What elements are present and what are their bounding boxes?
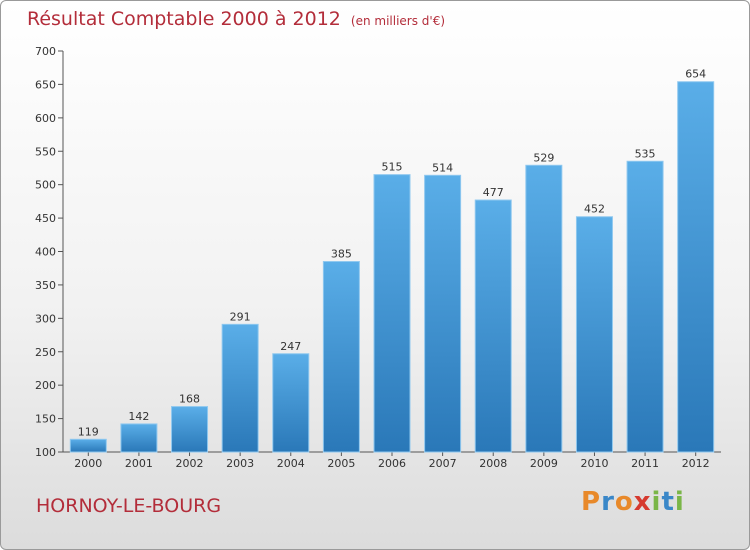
logo-letter: P <box>581 487 602 517</box>
bar-2004 <box>272 353 310 453</box>
data-label-2012: 654 <box>685 68 706 81</box>
bar-2008 <box>474 199 512 453</box>
x-tick-label-2011: 2011 <box>631 457 659 470</box>
data-label-2006: 515 <box>382 161 403 174</box>
bar-2006 <box>373 174 411 453</box>
x-tick-label-2002: 2002 <box>176 457 204 470</box>
x-tick-label-2007: 2007 <box>429 457 457 470</box>
data-label-2011: 535 <box>635 147 656 160</box>
y-tick-label: 400 <box>35 246 56 259</box>
logo-letter: r <box>601 487 615 517</box>
y-tick-label: 700 <box>35 45 56 58</box>
x-tick-label-2005: 2005 <box>327 457 355 470</box>
logo-letter: o <box>614 487 634 517</box>
x-tick-label-2000: 2000 <box>74 457 102 470</box>
bar-2011 <box>626 160 664 453</box>
bar-2005 <box>322 261 360 453</box>
bar-2012 <box>677 81 715 453</box>
x-tick-label-2001: 2001 <box>125 457 153 470</box>
location-name: HORNOY-LE-BOURG <box>36 495 222 517</box>
data-label-2009: 529 <box>533 151 554 164</box>
y-tick-label: 200 <box>35 379 56 392</box>
x-tick-label-2010: 2010 <box>580 457 608 470</box>
bar-2010 <box>575 216 613 453</box>
logo-letter: i <box>651 487 662 517</box>
y-tick-label: 550 <box>35 145 56 158</box>
data-label-2010: 452 <box>584 203 605 216</box>
data-label-2008: 477 <box>483 186 504 199</box>
bar-2002 <box>171 406 209 453</box>
bar-2003 <box>221 323 259 453</box>
data-label-2000: 119 <box>78 425 99 438</box>
x-tick-label-2012: 2012 <box>682 457 710 470</box>
chart-title-block: Résultat Comptable 2000 à 2012 (en millie… <box>27 8 445 30</box>
logo-letter: t <box>661 487 675 517</box>
y-tick-label: 500 <box>35 179 56 192</box>
y-tick-label: 350 <box>35 279 56 292</box>
data-label-2005: 385 <box>331 248 352 261</box>
y-tick-label: 100 <box>35 446 56 459</box>
bar-2001 <box>120 423 158 453</box>
x-tick-label-2009: 2009 <box>530 457 558 470</box>
y-tick-label: 650 <box>35 78 56 91</box>
y-tick-label: 300 <box>35 312 56 325</box>
proxiti-logo: Proxiti <box>581 487 685 517</box>
logo-letter: i <box>674 487 685 517</box>
chart-title: Résultat Comptable 2000 à 2012 <box>27 8 341 30</box>
y-tick-label: 600 <box>35 112 56 125</box>
x-tick-label-2008: 2008 <box>479 457 507 470</box>
bar-2007 <box>424 174 462 453</box>
y-tick-label: 250 <box>35 346 56 359</box>
bar-2009 <box>525 164 563 453</box>
data-label-2004: 247 <box>280 340 301 353</box>
y-tick-label: 150 <box>35 413 56 426</box>
bar-2000 <box>69 438 107 453</box>
data-label-2001: 142 <box>128 410 149 423</box>
data-label-2002: 168 <box>179 393 200 406</box>
y-tick-label: 450 <box>35 212 56 225</box>
chart-subtitle: (en milliers d'€) <box>350 14 446 28</box>
logo-letter: x <box>633 487 652 517</box>
data-label-2007: 514 <box>432 161 453 174</box>
x-tick-label-2006: 2006 <box>378 457 406 470</box>
x-tick-label-2003: 2003 <box>226 457 254 470</box>
x-tick-label-2004: 2004 <box>277 457 305 470</box>
data-label-2003: 291 <box>230 310 251 323</box>
